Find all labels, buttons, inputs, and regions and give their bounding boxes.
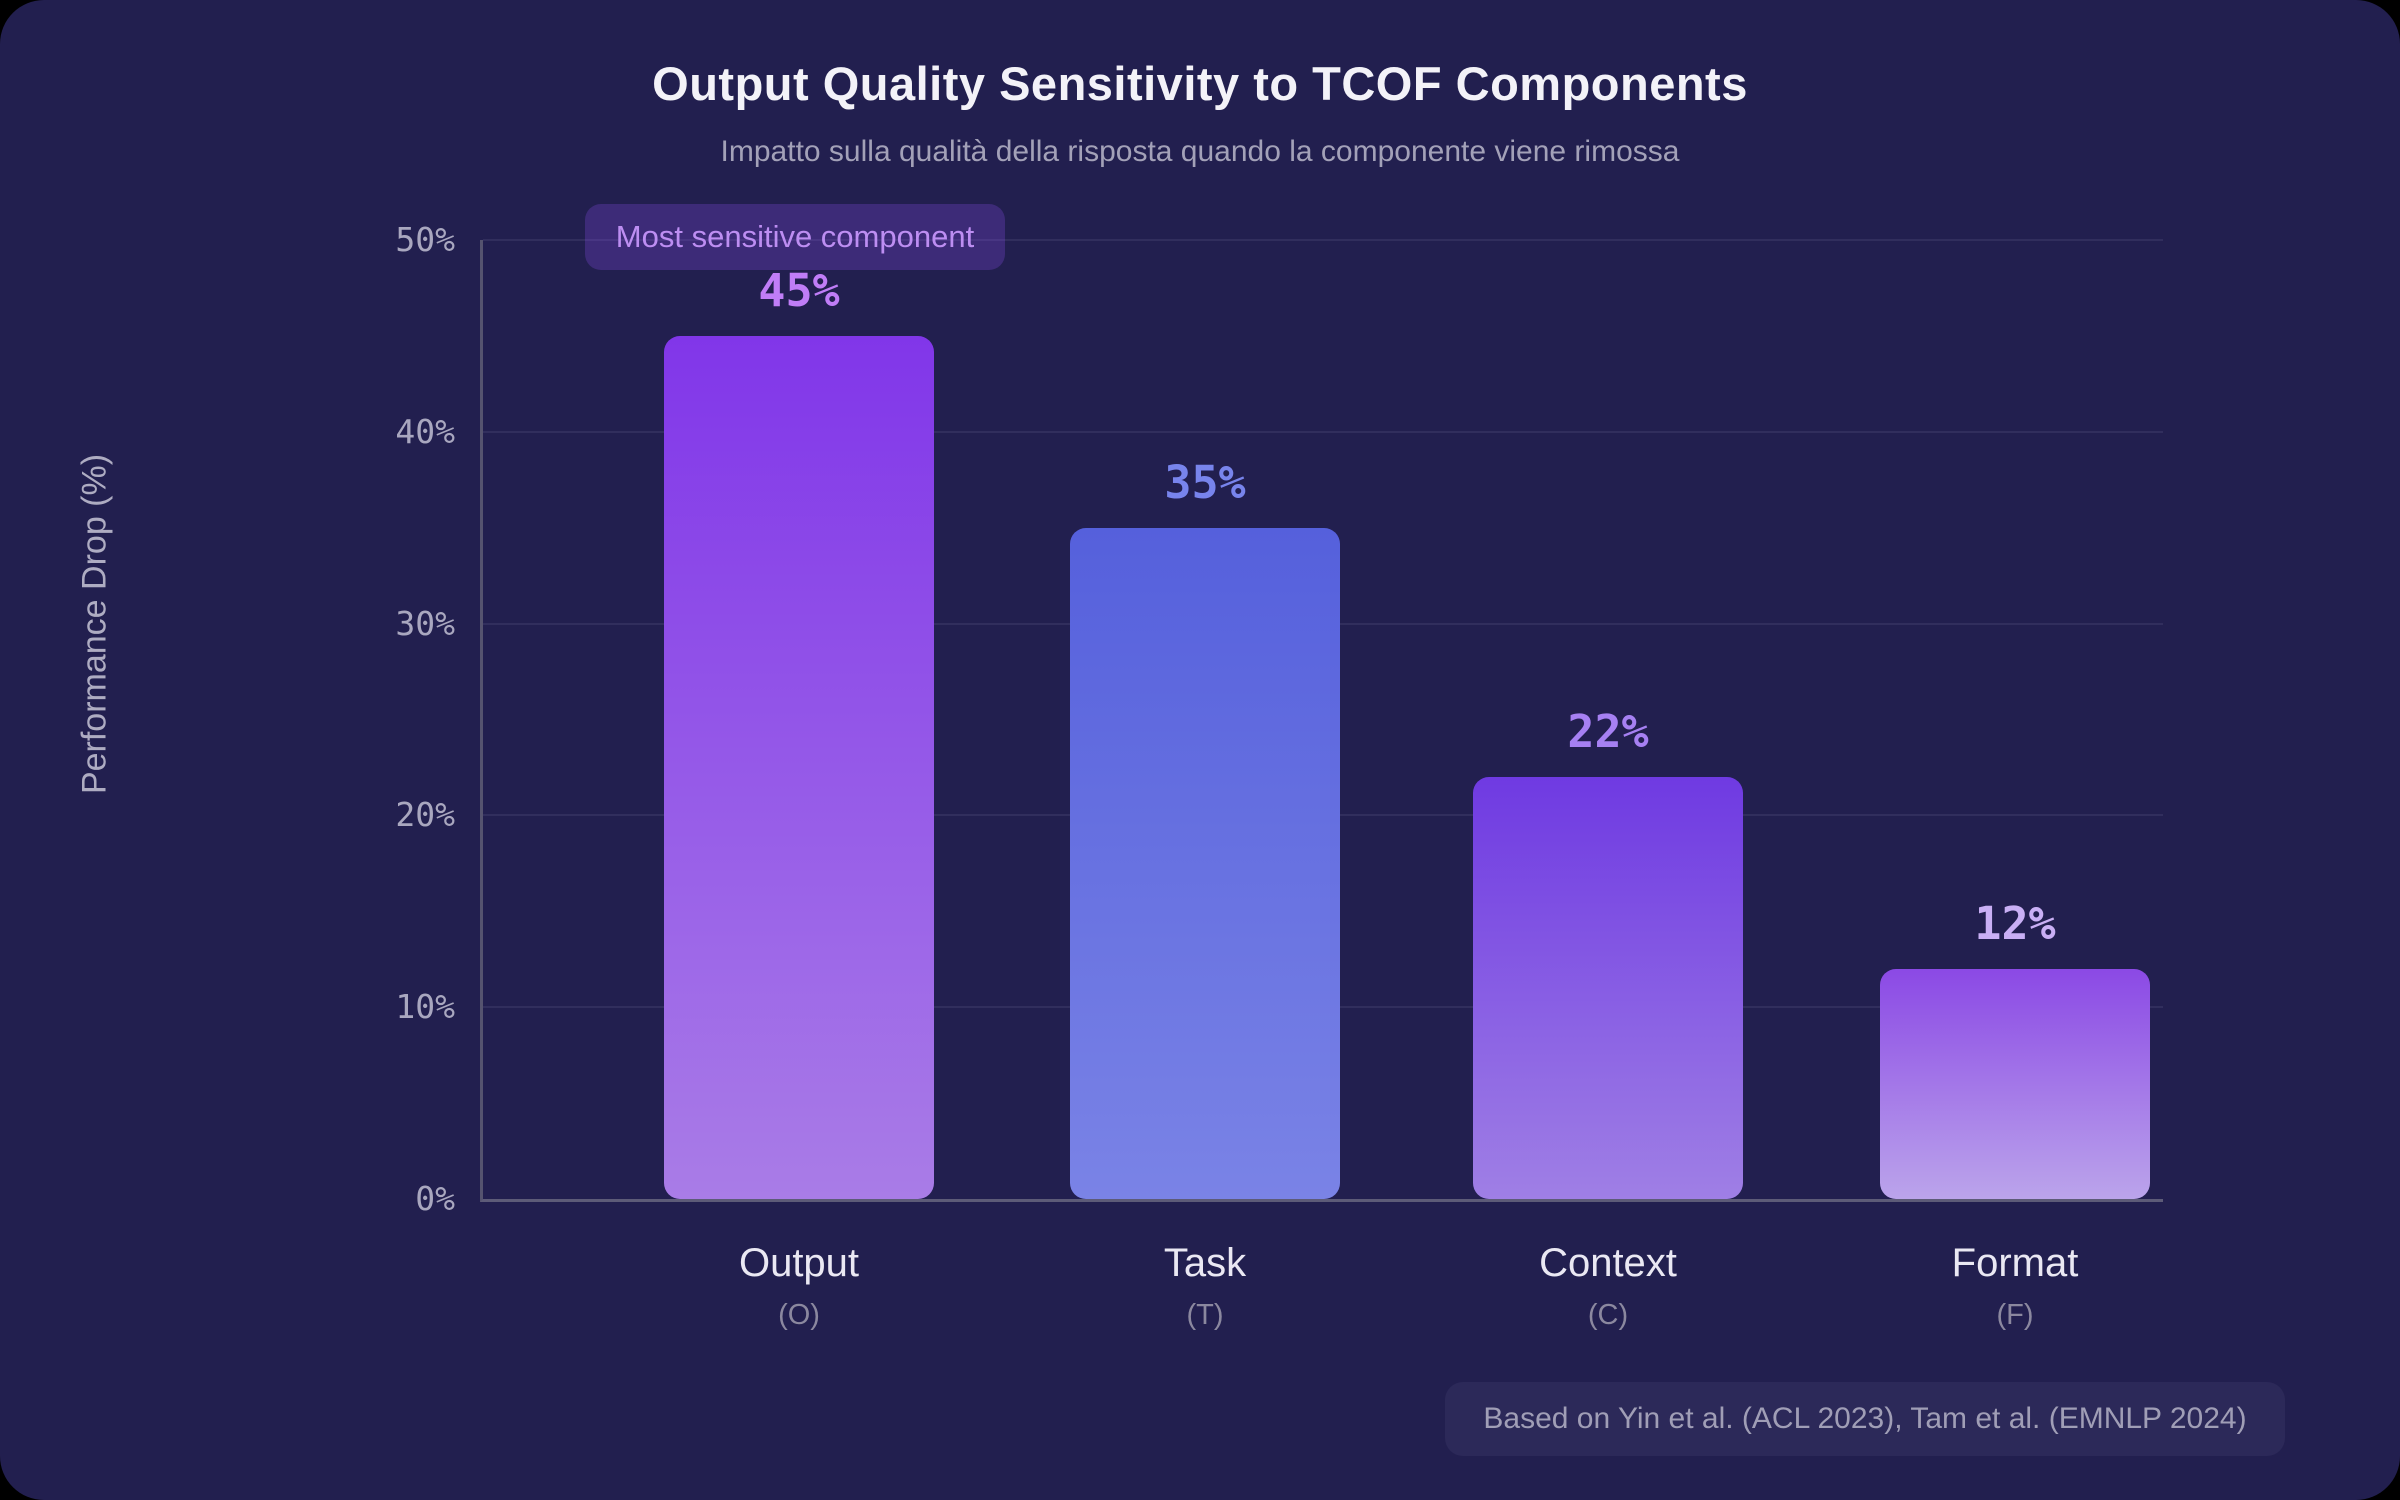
- y-tick-label-10: 10%: [395, 987, 455, 1027]
- plot-area: 0% 10% 20% 30% 40% 50% 45% Output (O) 35% Task (T) 2…: [395, 220, 2163, 1331]
- x-sublabel-task: (T): [1186, 1299, 1224, 1331]
- y-tick-label-20: 20%: [395, 795, 455, 835]
- bar-group-output: 45% Output (O): [664, 240, 934, 1331]
- bar-group-format: 12% Format (F): [1880, 240, 2150, 1331]
- most-sensitive-badge: Most sensitive component: [585, 204, 1005, 270]
- source-note-text: Based on Yin et al. (ACL 2023), Tam et a…: [1483, 1402, 2247, 1435]
- x-sublabel-format: (F): [1996, 1299, 2034, 1331]
- x-sublabel-context: (C): [1587, 1299, 1629, 1331]
- x-label-context: Context: [1539, 1241, 1677, 1285]
- bar-format: [1880, 968, 2150, 1199]
- value-label-task: 35%: [1164, 455, 1246, 509]
- y-axis-title: Performance Drop (%): [75, 453, 114, 795]
- value-label-context: 22%: [1567, 705, 1649, 759]
- value-label-format: 12%: [1974, 896, 2056, 950]
- y-tick-label-40: 40%: [395, 411, 455, 451]
- chart-title: Output Quality Sensitivity to TCOF Compo…: [652, 57, 1748, 110]
- bar-output: [664, 335, 934, 1199]
- y-tick-label-0: 0%: [415, 1179, 455, 1218]
- bar-task: [1070, 527, 1340, 1199]
- bar-group-task: 35% Task (T): [1070, 240, 1340, 1331]
- x-label-format: Format: [1951, 1241, 2079, 1285]
- badge-label: Most sensitive component: [615, 219, 975, 254]
- y-tick-label-30: 30%: [395, 603, 455, 643]
- x-label-task: Task: [1163, 1241, 1247, 1285]
- x-sublabel-output: (O): [778, 1299, 820, 1331]
- bar-group-context: 22% Context (C): [1473, 240, 1743, 1331]
- y-tick-label-50: 50%: [395, 220, 455, 259]
- gridline-40: [483, 430, 2163, 433]
- gridline-50: [483, 239, 2163, 241]
- x-label-output: Output: [738, 1241, 860, 1285]
- bar-context: [1473, 777, 1743, 1199]
- value-label-output: 45%: [758, 263, 840, 317]
- chart-subtitle: Impatto sulla qualità della risposta qua…: [720, 135, 1680, 168]
- source-note: Based on Yin et al. (ACL 2023), Tam et a…: [1445, 1382, 2285, 1456]
